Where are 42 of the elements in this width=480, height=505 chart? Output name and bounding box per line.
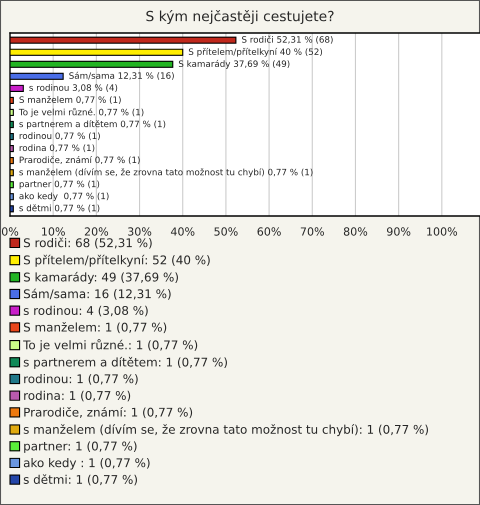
data-label: s rodinou 3,08 % (4) (29, 84, 118, 92)
x-tick-label: 80% (344, 227, 368, 236)
x-tick-label: 90% (386, 227, 410, 236)
legend-label: partner: 1 (0,77 %) (24, 441, 137, 453)
legend-label: s partnerem a dítětem: 1 (0,77 %) (24, 356, 227, 369)
data-label: s partnerem a dítětem 0,77 % (1) (19, 120, 166, 129)
legend-label: S přítelem/přítelkyní: 52 (40 %) (24, 254, 210, 267)
legend-label: Sám/sama: 16 (12,31 %) (24, 288, 171, 300)
legend-label: To je velmi různé.: 1 (0,77 %) (23, 339, 198, 352)
data-label: S kamarády 37,69 % (49) (178, 60, 290, 69)
chart-title: S kým nejčastěji cestujete? (146, 10, 334, 24)
legend-label: Prarodiče, známí: 1 (0,77 %) (24, 406, 192, 418)
legend-label: rodina: 1 (0,77 %) (24, 390, 130, 402)
data-label: s dětmi 0,77 % (1) (19, 204, 100, 212)
x-tick-label: 20% (84, 227, 108, 236)
legend-label: rodinou: 1 (0,77 %) (24, 374, 138, 385)
legend-label: S manželem: 1 (0,77 %) (24, 322, 166, 334)
x-tick-label: 100% (427, 227, 458, 236)
x-tick-label: 0% (2, 227, 18, 236)
data-label: s manželem (dívím se, že zrovna tato možnost tu chybí) 0,77 % (1) (19, 168, 313, 178)
x-tick-label: 50% (214, 227, 238, 236)
data-label: Prarodiče, známí 0,77 % (1) (20, 156, 140, 164)
data-label: To je velmi různé. 0,77 % (1) (18, 108, 144, 118)
legend-label: s manželem (dívím se, že zrovna tato možnost tu chybí): 1 (0,77 %) (24, 424, 428, 436)
data-label: S rodiči 52,31 % (68) (242, 36, 333, 44)
x-tick-label: 60% (258, 227, 281, 236)
legend-label: ako kedy : 1 (0,77 %) (24, 458, 150, 470)
x-tick-label: 30% (128, 227, 152, 236)
data-label: Sám/sama 12,31 % (16) (69, 72, 174, 80)
data-label: S přítelem/přítelkyní 40 % (52) (188, 48, 322, 57)
x-tick-label: 70% (300, 227, 324, 236)
data-label: partner 0,77 % (1) (20, 180, 100, 189)
data-label: rodinou 0,77 % (1) (20, 132, 100, 140)
legend-label: s rodinou: 4 (3,08 %) (24, 306, 148, 316)
legend-label: S rodiči: 68 (52,31 %) (24, 238, 152, 249)
data-label: rodina 0,77 % (1) (20, 144, 94, 152)
data-label: S manželem 0,77 % (1) (19, 96, 121, 104)
legend-label: S kamarády: 49 (37,69 %) (24, 272, 178, 284)
x-tick-label: 40% (170, 227, 194, 236)
legend-label: s dětmi: 1 (0,77 %) (24, 474, 137, 486)
x-tick-label: 10% (42, 227, 65, 236)
data-label: ako kedy 0,77 % (1) (19, 192, 109, 201)
